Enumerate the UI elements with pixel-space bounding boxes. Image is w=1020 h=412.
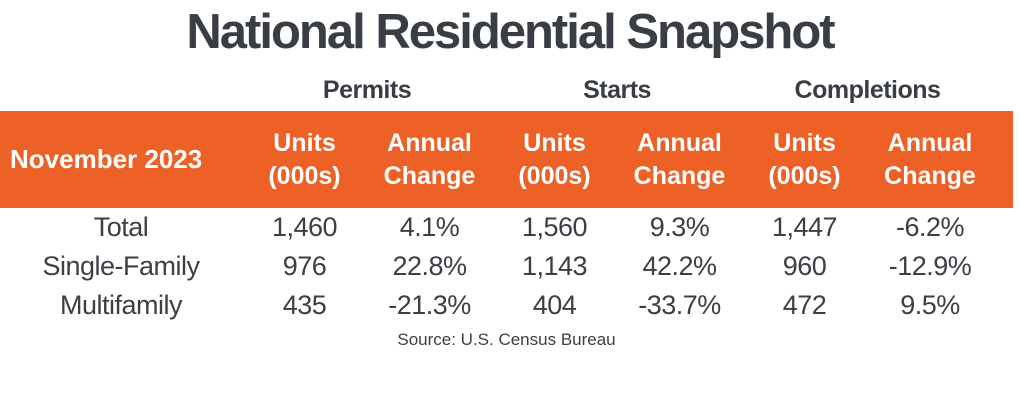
cell-permits-annual-change: 22.8% (392, 251, 467, 281)
cell-starts-units: 1,143 (521, 251, 588, 281)
cell-starts-units: 404 (532, 290, 577, 320)
table-row-total: Total 1,460 4.1% 1,560 9.3% 1,447 -6.2% (0, 208, 1013, 247)
cell-permits-units: 1,460 (271, 212, 338, 242)
cell-starts-units: 1,560 (521, 212, 588, 242)
cell-completions-units: 1,447 (771, 212, 838, 242)
column-group-spacer (0, 61, 242, 111)
cell-completions-annual-change: 9.5% (900, 290, 960, 320)
row-label: Multifamily (59, 290, 183, 320)
header-completions-units: Units (000s) (742, 111, 867, 208)
table-row-multifamily: Multifamily 435 -21.3% 404 -33.7% 472 9.… (0, 286, 1013, 325)
table-row-single-family: Single-Family 976 22.8% 1,143 42.2% 960 … (0, 247, 1013, 286)
column-group-row: Permits Starts Completions (0, 61, 1013, 111)
header-permits-annual-change: Annual Change (367, 111, 492, 208)
cell-starts-annual-change: 9.3% (649, 212, 710, 242)
snapshot-table: Permits Starts Completions November 2023… (0, 61, 1013, 325)
row-label: Total (93, 212, 149, 242)
header-starts-units: Units (000s) (492, 111, 617, 208)
header-permits-units: Units (000s) (242, 111, 367, 208)
cell-permits-units: 976 (282, 251, 327, 281)
column-group-completions: Completions (794, 76, 941, 104)
cell-permits-annual-change: -21.3% (388, 290, 471, 320)
page-title: National Residential Snapshot (186, 5, 835, 59)
cell-permits-annual-change: 4.1% (399, 212, 460, 242)
cell-permits-units: 435 (282, 290, 327, 320)
cell-completions-units: 960 (782, 251, 827, 281)
cell-completions-units: 472 (782, 290, 827, 320)
source-note: Source: U.S. Census Bureau (397, 330, 616, 349)
cell-starts-annual-change: 42.2% (642, 251, 717, 281)
header-starts-annual-change: Annual Change (617, 111, 742, 208)
cell-completions-annual-change: -6.2% (895, 212, 965, 242)
table-header-row: November 2023 Units (000s) Annual Change… (0, 111, 1013, 208)
column-group-starts: Starts (583, 76, 651, 104)
header-completions-annual-change: Annual Change (867, 111, 1013, 208)
cell-completions-annual-change: -12.9% (888, 251, 972, 281)
column-group-permits: Permits (322, 76, 412, 104)
period-label: November 2023 (0, 111, 242, 208)
cell-starts-annual-change: -33.7% (638, 290, 721, 320)
row-label: Single-Family (42, 251, 200, 281)
